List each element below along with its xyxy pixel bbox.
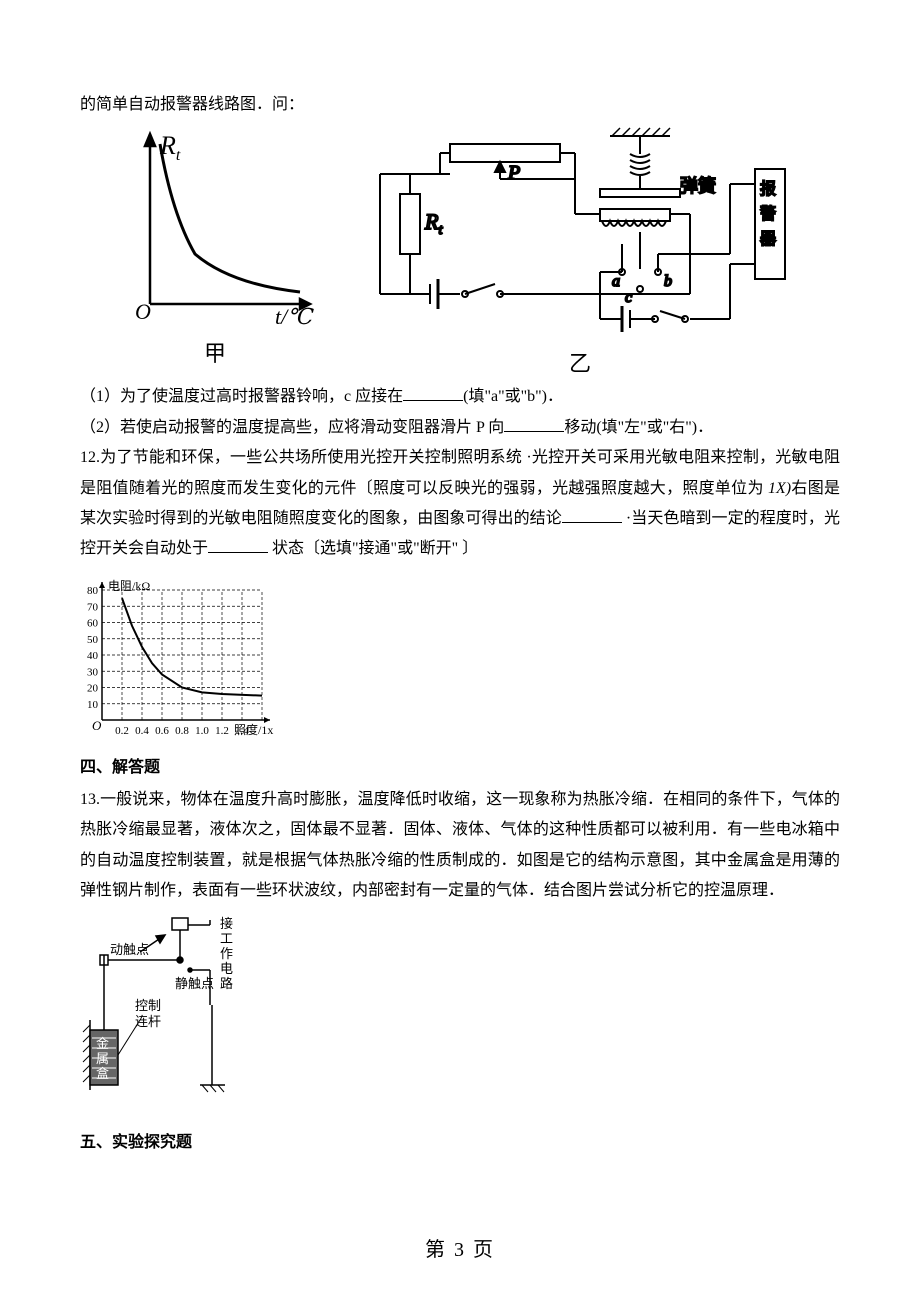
svg-text:电阻/kΩ: 电阻/kΩ bbox=[108, 579, 150, 593]
svg-text:0.8: 0.8 bbox=[175, 725, 189, 737]
label-rod: 连杆 bbox=[135, 1014, 161, 1029]
svg-text:c: c bbox=[625, 289, 632, 306]
q12-p2b: 状态〔选填"接通"或"断开" 〕 bbox=[268, 540, 478, 557]
label-control: 控制 bbox=[135, 998, 161, 1013]
blank-2 bbox=[504, 416, 564, 432]
svg-text:报: 报 bbox=[760, 180, 776, 198]
label-wc4: 电 bbox=[220, 961, 233, 976]
label-mb1: 金 bbox=[96, 1036, 109, 1051]
thermostat-figure: 动触点 静触点 接 工 作 电 路 控制 连杆 金 属 盒 bbox=[80, 910, 280, 1120]
svg-text:O: O bbox=[92, 718, 102, 733]
blank-4 bbox=[208, 537, 268, 553]
blank-3 bbox=[562, 507, 622, 523]
y-axis-label: Rt bbox=[159, 131, 181, 164]
svg-text:20: 20 bbox=[87, 682, 99, 694]
svg-text:0.2: 0.2 bbox=[115, 725, 129, 737]
q13: 13.一般说来，物体在温度升高时膨胀，温度降低时收缩，这一现象称为热胀冷缩．在相… bbox=[80, 785, 840, 907]
q11-1-tail: (填"a"或"b")． bbox=[463, 388, 563, 405]
q12-unit: 1X) bbox=[768, 480, 791, 497]
svg-text:1.2: 1.2 bbox=[215, 725, 229, 737]
label-static-contact: 静触点 bbox=[175, 976, 214, 991]
label-wc3: 作 bbox=[220, 946, 233, 961]
svg-text:弹簧: 弹簧 bbox=[680, 176, 716, 196]
svg-text:0.4: 0.4 bbox=[135, 725, 149, 737]
graph-rt-vs-t: O t/℃ Rt bbox=[100, 124, 330, 334]
origin-label: O bbox=[135, 299, 151, 324]
svg-text:器: 器 bbox=[760, 230, 776, 248]
svg-text:80: 80 bbox=[87, 585, 99, 597]
circuit-diagram: P Rt bbox=[360, 124, 800, 344]
svg-text:Rt: Rt bbox=[424, 209, 443, 238]
q11-1: （1）为了使温度过高时报警器铃响，c 应接在 (填"a"或"b")． bbox=[80, 382, 840, 412]
svg-text:70: 70 bbox=[87, 601, 99, 613]
svg-text:b: b bbox=[664, 273, 672, 290]
label-mb3: 盒 bbox=[96, 1066, 109, 1081]
svg-text:a: a bbox=[612, 273, 620, 290]
svg-text:10: 10 bbox=[87, 698, 99, 710]
intro-line: 的简单自动报警器线路图．问： bbox=[80, 90, 840, 120]
svg-text:P: P bbox=[507, 162, 520, 184]
caption-left: 甲 bbox=[204, 336, 226, 368]
page-number: 第 3 页 bbox=[0, 1233, 920, 1262]
svg-text:1.0: 1.0 bbox=[195, 725, 209, 737]
svg-text:40: 40 bbox=[87, 650, 99, 662]
photoresistor-chart: 10203040506070800.20.40.60.81.01.21.4O电阻… bbox=[72, 565, 292, 745]
blank-1 bbox=[403, 385, 463, 401]
label-wc1: 接 bbox=[220, 916, 233, 931]
svg-text:警: 警 bbox=[760, 205, 776, 223]
q12: 12.为了节能和环保，一些公共场所使用光控开关控制照明系统 ·光控开关可采用光敏… bbox=[80, 443, 840, 565]
label-moving-contact: 动触点 bbox=[110, 942, 149, 957]
label-wc5: 路 bbox=[220, 976, 233, 991]
caption-right: 乙 bbox=[569, 346, 591, 378]
section-5-header: 五、实验探究题 bbox=[80, 1128, 840, 1152]
q11-2: （2）若使启动报警的温度提高些，应将滑动变阻器滑片 P 向 移动(填"左"或"右"… bbox=[80, 413, 840, 443]
figure-11: O t/℃ Rt 甲 P bbox=[100, 124, 840, 378]
label-mb2: 属 bbox=[96, 1051, 109, 1066]
svg-text:50: 50 bbox=[87, 633, 99, 645]
q12-p1: 12.为了节能和环保，一些公共场所使用光控开关控制照明系统 ·光控开关可采用光敏… bbox=[80, 449, 840, 496]
q11-1-text: （1）为了使温度过高时报警器铃响，c 应接在 bbox=[80, 388, 403, 405]
svg-text:照度/1x: 照度/1x bbox=[234, 722, 273, 737]
svg-text:30: 30 bbox=[87, 666, 99, 678]
label-wc2: 工 bbox=[220, 931, 233, 946]
x-axis-label: t/℃ bbox=[275, 304, 314, 329]
q11-2-text: （2）若使启动报警的温度提高些，应将滑动变阻器滑片 P 向 bbox=[80, 419, 504, 436]
section-4-header: 四、解答题 bbox=[80, 753, 840, 777]
svg-text:60: 60 bbox=[87, 617, 99, 629]
q11-2-tail: 移动(填"左"或"右")． bbox=[564, 419, 713, 436]
svg-text:0.6: 0.6 bbox=[155, 725, 169, 737]
